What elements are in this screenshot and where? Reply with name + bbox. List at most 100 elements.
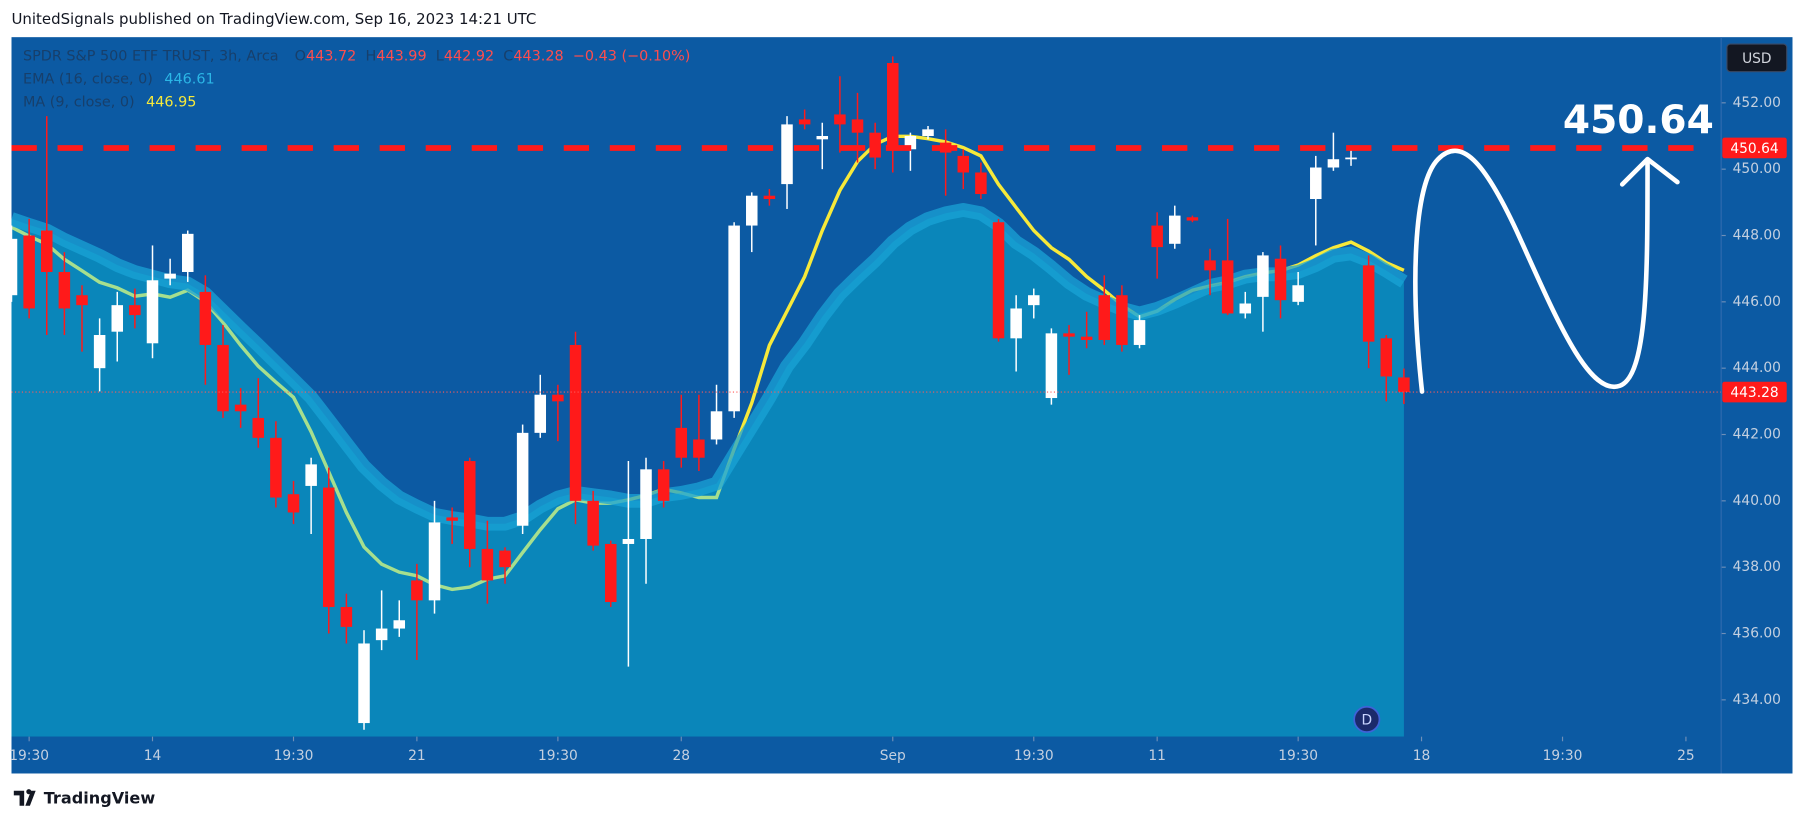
candle-body [23,235,35,309]
candle-body [746,195,758,226]
x-tick-label: 18 [1413,748,1431,764]
candle-body [1398,377,1410,393]
candle-body [287,494,300,513]
currency-button[interactable] [1726,43,1788,73]
events-icon[interactable] [1353,705,1381,733]
price-badge-label: 443.28 [1730,385,1778,401]
ohlc-label: O [295,49,306,65]
candle-body [1257,255,1269,297]
candle-body [657,469,670,501]
candle-body [1239,303,1252,314]
tradingview-logo [13,789,36,806]
legend-symbol: SPDR S&P 500 ETF TRUST, 3h, Arca O443.72… [23,49,690,65]
y-tick-label: 438.00 [1733,559,1781,575]
candle-body [1274,258,1287,301]
candle-body [111,305,124,332]
candle-body [763,195,776,200]
x-tick-label: 19:30 [274,748,314,764]
events-icon-label[interactable]: D [1361,713,1372,729]
y-tick-label: 444.00 [1733,360,1781,376]
candle-body [41,230,53,272]
candle-body [1292,285,1304,302]
candle-body [305,464,317,486]
price-badge-label: 450.64 [1730,141,1778,157]
candle-body [1045,333,1058,399]
price-badge [1722,137,1787,159]
indicator-name: EMA (16, close, 0) [23,72,153,88]
candle-body [587,500,599,546]
candle-body [1362,265,1375,342]
y-tick-label: 440.00 [1733,493,1781,509]
plot-area [11,56,1722,737]
footer-brand: TradingView [44,788,156,807]
candle-body [446,517,458,521]
candle-body [1204,260,1216,271]
candle-body [922,129,934,136]
x-tick-label: 19:30 [1278,748,1318,764]
ohlc-value: 443.72 [306,49,356,65]
y-tick-label: 442.00 [1733,427,1781,443]
candle-body [1310,167,1322,200]
candle-body [499,550,511,568]
x-tick-label: 25 [1677,748,1695,764]
candle-body [481,548,494,581]
symbol: SPDR S&P 500 ETF TRUST, 3h, Arca [23,49,279,65]
candle-body [622,538,635,544]
y-tick-label: 434.00 [1733,692,1781,708]
x-tick-label: 19:30 [1014,748,1054,764]
publish-header: UnitedSignals published on TradingView.c… [12,10,537,28]
x-tick-label: Sep [880,748,906,764]
y-tick-label: 448.00 [1733,228,1781,244]
candle-body [728,225,740,412]
candle-body [1151,225,1163,248]
candle-body [1116,295,1128,345]
candle-body [957,155,970,173]
candle-body [129,305,141,316]
candle-body [217,344,229,412]
candle-body [710,411,723,440]
candle-body [146,280,159,344]
candle-body [1327,159,1340,168]
legend-ema: EMA (16, close, 0) 446.61 [23,72,215,88]
indicator-name: MA (9, close, 0) [23,95,135,111]
x-tick-label: 21 [408,748,426,764]
y-tick-label: 452.00 [1733,95,1781,111]
candle-body [164,273,176,279]
candle-body [1221,260,1234,314]
candle-body [199,291,212,345]
candle-body [1186,217,1199,221]
candle-body [234,404,247,412]
candle-body [1028,295,1040,306]
candle-body [1080,336,1093,340]
ohlc-label: H [365,49,376,65]
price-badge [1722,381,1787,403]
y-tick-label: 450.00 [1733,161,1781,177]
ohlc-label: C [503,49,513,65]
candle-body [1169,215,1181,244]
x-tick-label: 19:30 [9,748,49,764]
candle-body [270,437,282,498]
candle-body [1063,333,1075,337]
candle-body [1133,320,1146,345]
ohlc-label: L [436,49,444,65]
candle-body [1098,295,1111,340]
candle-body [411,580,423,601]
drawing-curve [1413,148,1650,394]
candle-body [992,222,1005,339]
candle-body [798,119,811,125]
candle-body [11,238,18,296]
candle-body [182,233,194,272]
candle-body [428,522,441,601]
x-tick-label: 19:30 [1543,748,1583,764]
candle-body [1010,308,1022,339]
ema-line [11,203,1408,531]
currency-label[interactable]: USD [1742,51,1771,67]
candle-body [252,417,265,438]
candle-body [552,394,564,402]
change: −0.43 (−0.10%) [573,49,691,65]
candle-body [834,114,846,125]
y-tick-label: 436.00 [1733,626,1781,642]
x-tick-label: 19:30 [538,748,578,764]
candle-body [693,439,705,458]
x-tick-label: 14 [144,748,162,764]
